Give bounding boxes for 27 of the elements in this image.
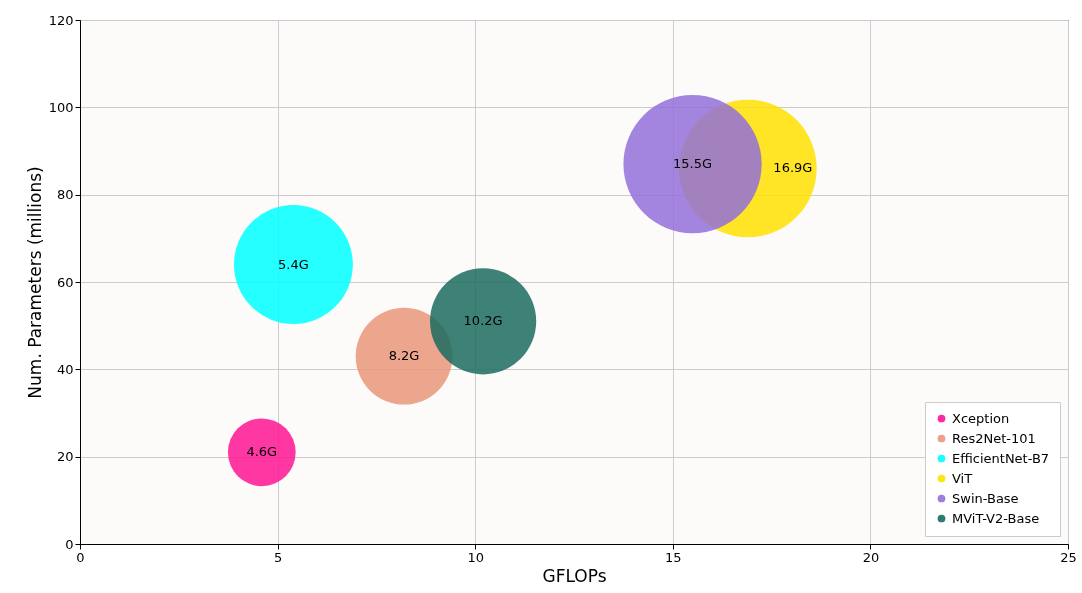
legend-label: Res2Net-101 <box>952 430 1036 446</box>
legend-label: EfficientNet-B7 <box>952 450 1050 466</box>
legend-label: Xception <box>952 410 1010 426</box>
x-axis-title: GFLOPs <box>542 565 607 586</box>
annotation: 5.4G <box>278 256 309 272</box>
annotation: 10.2G <box>463 313 503 329</box>
annotation: 4.6G <box>246 444 278 460</box>
y-tick-label: 60 <box>56 274 74 290</box>
annotation: 15.5G <box>673 156 713 172</box>
legend-label: ViT <box>952 470 973 486</box>
x-tick-label: 0 <box>76 549 85 565</box>
legend-label: MViT-V2-Base <box>952 510 1040 526</box>
y-tick-label: 0 <box>65 536 74 552</box>
y-tick-label: 80 <box>56 187 74 203</box>
y-tick-label: 100 <box>48 99 74 115</box>
annotation: 8.2G <box>388 348 420 364</box>
x-tick-label: 25 <box>1060 549 1077 565</box>
x-tick-label: 20 <box>862 549 880 565</box>
y-tick-label: 40 <box>56 361 74 377</box>
x-tick-label: 10 <box>467 549 484 565</box>
y-axis-title: Num. Parameters (millions) <box>24 166 45 399</box>
y-tick-label: 120 <box>48 12 74 28</box>
annotation: 16.9G <box>773 160 813 176</box>
y-tick-label: 20 <box>56 449 74 465</box>
x-tick-label: 15 <box>665 549 682 565</box>
legend-label: Swin-Base <box>952 490 1019 506</box>
x-tick-label: 5 <box>273 549 283 565</box>
